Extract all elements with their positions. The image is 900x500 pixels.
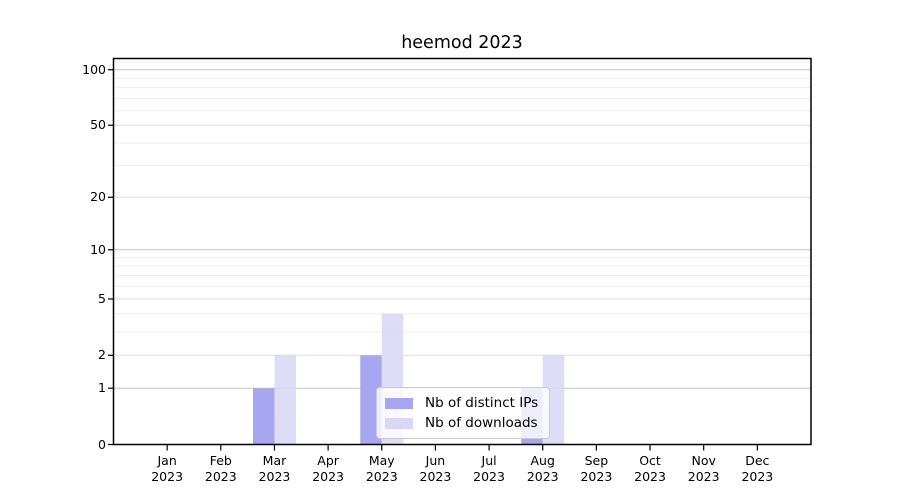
y-tick-label: 10 (90, 241, 106, 257)
x-tick-year: 2023 (258, 468, 291, 484)
x-tick-label: Jul 2023 (457, 453, 521, 484)
x-tick-label: Dec 2023 (725, 453, 789, 484)
x-tick-label: Jun 2023 (403, 453, 467, 484)
x-tick-label: Oct 2023 (618, 453, 682, 484)
x-tick-year: 2023 (687, 468, 720, 484)
y-tick-label: 100 (82, 61, 106, 77)
legend-swatch-distinct-ips (385, 397, 413, 409)
x-tick-year: 2023 (204, 468, 237, 484)
x-tick-year: 2023 (419, 468, 452, 484)
x-tick-year: 2023 (473, 468, 505, 484)
bar-downloads (274, 355, 296, 445)
legend-label-distinct-ips: Nb of distinct IPs (425, 395, 539, 411)
x-tick-label: Feb 2023 (189, 453, 253, 484)
x-tick-year: 2023 (365, 468, 398, 484)
x-tick-label: Mar 2023 (242, 453, 306, 484)
x-tick-label: Jan 2023 (135, 453, 199, 484)
y-tick-label: 2 (98, 347, 106, 363)
x-tick-year: 2023 (580, 468, 613, 484)
chart-title: heemod 2023 (401, 33, 523, 53)
x-tick-year: 2023 (741, 468, 774, 484)
legend-swatch-downloads (385, 417, 413, 429)
bar-distinct-ips (252, 388, 275, 445)
legend-row-distinct-ips: Nb of distinct IPs (385, 395, 538, 411)
y-tick-label: 20 (90, 189, 106, 205)
legend-label-downloads: Nb of downloads (425, 415, 538, 431)
x-tick-year: 2023 (526, 468, 559, 484)
x-tick-label: Apr 2023 (296, 453, 360, 484)
plot-border (112, 57, 812, 446)
y-tick-label: 5 (98, 291, 106, 306)
legend-row-downloads: Nb of downloads (385, 415, 538, 431)
legend: Nb of distinct IPs Nb of downloads (376, 387, 551, 439)
x-tick-year: 2023 (312, 468, 345, 484)
x-tick-year: 2023 (634, 468, 666, 484)
x-tick-label: Aug 2023 (511, 453, 575, 484)
y-tick-label: 1 (98, 380, 106, 396)
x-tick-label: Nov 2023 (672, 453, 736, 484)
x-tick-year: 2023 (151, 468, 184, 484)
y-tick-label: 50 (90, 117, 106, 133)
x-tick-label: May 2023 (350, 453, 414, 484)
y-tick-label: 0 (98, 436, 106, 452)
x-tick-label: Sep 2023 (564, 453, 628, 484)
